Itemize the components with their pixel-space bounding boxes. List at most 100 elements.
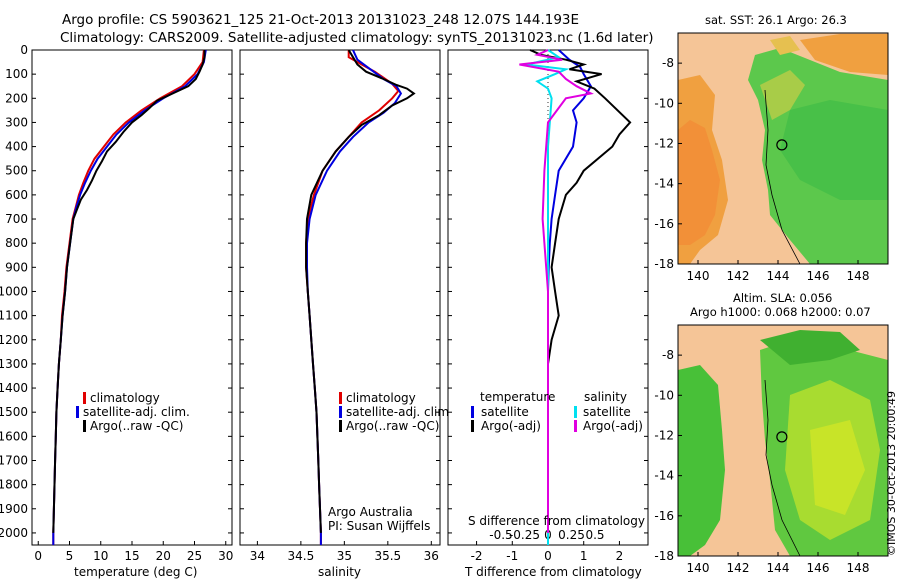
s-diff-label: S difference from climatology (468, 514, 645, 528)
lon-tick-label: 140 (687, 269, 710, 283)
temperature-axes-frame (31, 49, 233, 546)
sla-isobath (764, 379, 801, 557)
depth-tick-label: 2000 (0, 526, 28, 540)
x-tick-label: 35 (337, 549, 352, 563)
s-diff-tick-label: 0.25 (558, 528, 585, 542)
x-tick-label: 0 (34, 549, 42, 563)
sal-legend-satellite-swatch (339, 406, 342, 418)
lon-tick-label: 140 (687, 561, 710, 575)
temperature-legend: climatology satellite-adj. clim. Argo(..… (76, 391, 190, 433)
lat-tick-label: -12 (654, 428, 674, 442)
salinity-x-axis: 34 34.5 35 35.5 36 (250, 541, 439, 563)
annotation-line1: Argo Australia (328, 505, 413, 519)
series-s-argo (519, 49, 594, 533)
lat-tick-label: -12 (654, 136, 674, 150)
salinity-difference-x-axis: -0.5-0.25 0 0.25 0.5 (489, 528, 604, 542)
sst-transition (760, 70, 805, 120)
difference-panel: -2 -1 0 1 2 -0.5-0.25 0 0.25 0.5 S difference f… (447, 49, 649, 579)
lon-tick-label: 146 (807, 269, 830, 283)
salinity-series (305, 49, 416, 545)
lat-tick-label: -10 (654, 96, 674, 110)
lon-tick-label: 142 (727, 561, 750, 575)
depth-tick-label: 1000 (0, 284, 28, 298)
lat-tick-label: -10 (654, 388, 674, 402)
sst-map-field (678, 33, 888, 264)
depth-tick-label: 1200 (0, 333, 28, 347)
lon-tick-label: 142 (727, 269, 750, 283)
x-tick-label: 36 (424, 549, 439, 563)
t-diff-label: T difference from climatology (464, 565, 642, 579)
temperature-panel: 0100200300400500600700800900100011001200… (0, 43, 233, 579)
x-tick-label: 1 (580, 549, 588, 563)
x-tick-label: 35.5 (374, 549, 401, 563)
sla-gulf (678, 365, 725, 556)
sst-map-panel: sat. SST: 26.1 Argo: 26.3 140 142 144 146 14… (654, 13, 889, 283)
depth-tick-label: 700 (5, 212, 28, 226)
depth-tick-label: 1300 (0, 357, 28, 371)
series-argo (52, 50, 206, 533)
sal-legend-title: salinity (584, 390, 627, 404)
sal-legend-satellite: satellite-adj. clim. (346, 405, 453, 419)
sst-north-patch (770, 36, 800, 55)
x-tick-label: 34.5 (288, 549, 315, 563)
sla-map-title: Altim. SLA: 0.056 (733, 291, 832, 305)
lat-tick-label: -18 (654, 257, 674, 271)
argo-marker-sla (776, 431, 788, 443)
header-line2: Climatology: CARS2009. Satellite-adjuste… (60, 30, 653, 46)
salinity-axes-frame (239, 49, 441, 546)
salinity-legend: climatology satellite-adj. clim. Argo(..… (339, 391, 453, 433)
depth-tick-label: 0 (20, 43, 28, 57)
sal-legend-argo-swatch (574, 420, 577, 432)
temp-legend-satellite: satellite (481, 405, 529, 419)
sal-legend-satellite2: satellite (583, 405, 631, 419)
depth-tick-label: 1500 (0, 405, 28, 419)
depth-tick-label: 1600 (0, 429, 28, 443)
temperature-series (52, 49, 207, 545)
imos-stamp: ©IMOS 30-Oct-2013 20:00:49 (885, 391, 898, 556)
salinity-panel: 34 34.5 35 35.5 36 salinity climatology sate… (239, 49, 453, 579)
sla-map-panel: Altim. SLA: 0.056 Argo h1000: 0.068 h200… (654, 291, 889, 575)
depth-tick-label: 900 (5, 260, 28, 274)
sal-legend-sat-swatch (574, 406, 577, 418)
lat-tick-label: -8 (662, 348, 674, 362)
x-tick-label: 25 (187, 549, 202, 563)
lon-tick-label: 148 (847, 269, 870, 283)
lat-tick-label: -8 (662, 56, 674, 70)
depth-tick-label: 200 (5, 91, 28, 105)
difference-legend: temperature satellite Argo(-adj) salinit… (471, 390, 643, 433)
sal-legend-climatology: climatology (346, 391, 416, 405)
legend-climatology: climatology (90, 391, 160, 405)
depth-tick-label: 1800 (0, 478, 28, 492)
sla-map-subtitle: Argo h1000: 0.068 h2000: 0.07 (690, 305, 871, 319)
sst-gulf-inner (678, 120, 720, 245)
depth-tick-label: 800 (5, 236, 28, 250)
lat-tick-label: -16 (654, 217, 674, 231)
depth-tick-label: 500 (5, 164, 28, 178)
depth-tick-label: 300 (5, 115, 28, 129)
sal-legend-argo-swatch (339, 420, 342, 432)
x-tick-label: 15 (124, 549, 139, 563)
x-tick-label: 20 (156, 549, 171, 563)
sst-map-title: sat. SST: 26.1 Argo: 26.3 (705, 13, 847, 27)
x-tick-label: 34 (250, 549, 265, 563)
difference-series (519, 49, 632, 545)
sla-peak (810, 420, 865, 515)
s-diff-tick-label: 0.5 (585, 528, 604, 542)
legend-argo-swatch (83, 420, 86, 432)
lat-tick-label: -18 (654, 549, 674, 563)
depth-tick-label: 1400 (0, 381, 28, 395)
sst-coral-sea-core (780, 100, 888, 200)
lon-tick-label: 144 (767, 561, 790, 575)
argo-marker-sst (776, 139, 788, 151)
salinity-depth-ticks (240, 49, 440, 534)
legend-satellite-swatch (76, 406, 79, 418)
s-diff-tick-label: -0.5 (489, 528, 512, 542)
legend-climatology-swatch (83, 392, 86, 404)
sal-legend-climatology-swatch (339, 392, 342, 404)
legend-argo: Argo(..raw -QC) (90, 419, 183, 433)
temp-legend-sat-swatch (471, 406, 474, 418)
lat-tick-label: -14 (654, 177, 674, 191)
temperature-xlabel: temperature (deg C) (74, 565, 197, 579)
s-diff-tick-label: -0.25 (509, 528, 540, 542)
legend-satellite: satellite-adj. clim. (83, 405, 190, 419)
